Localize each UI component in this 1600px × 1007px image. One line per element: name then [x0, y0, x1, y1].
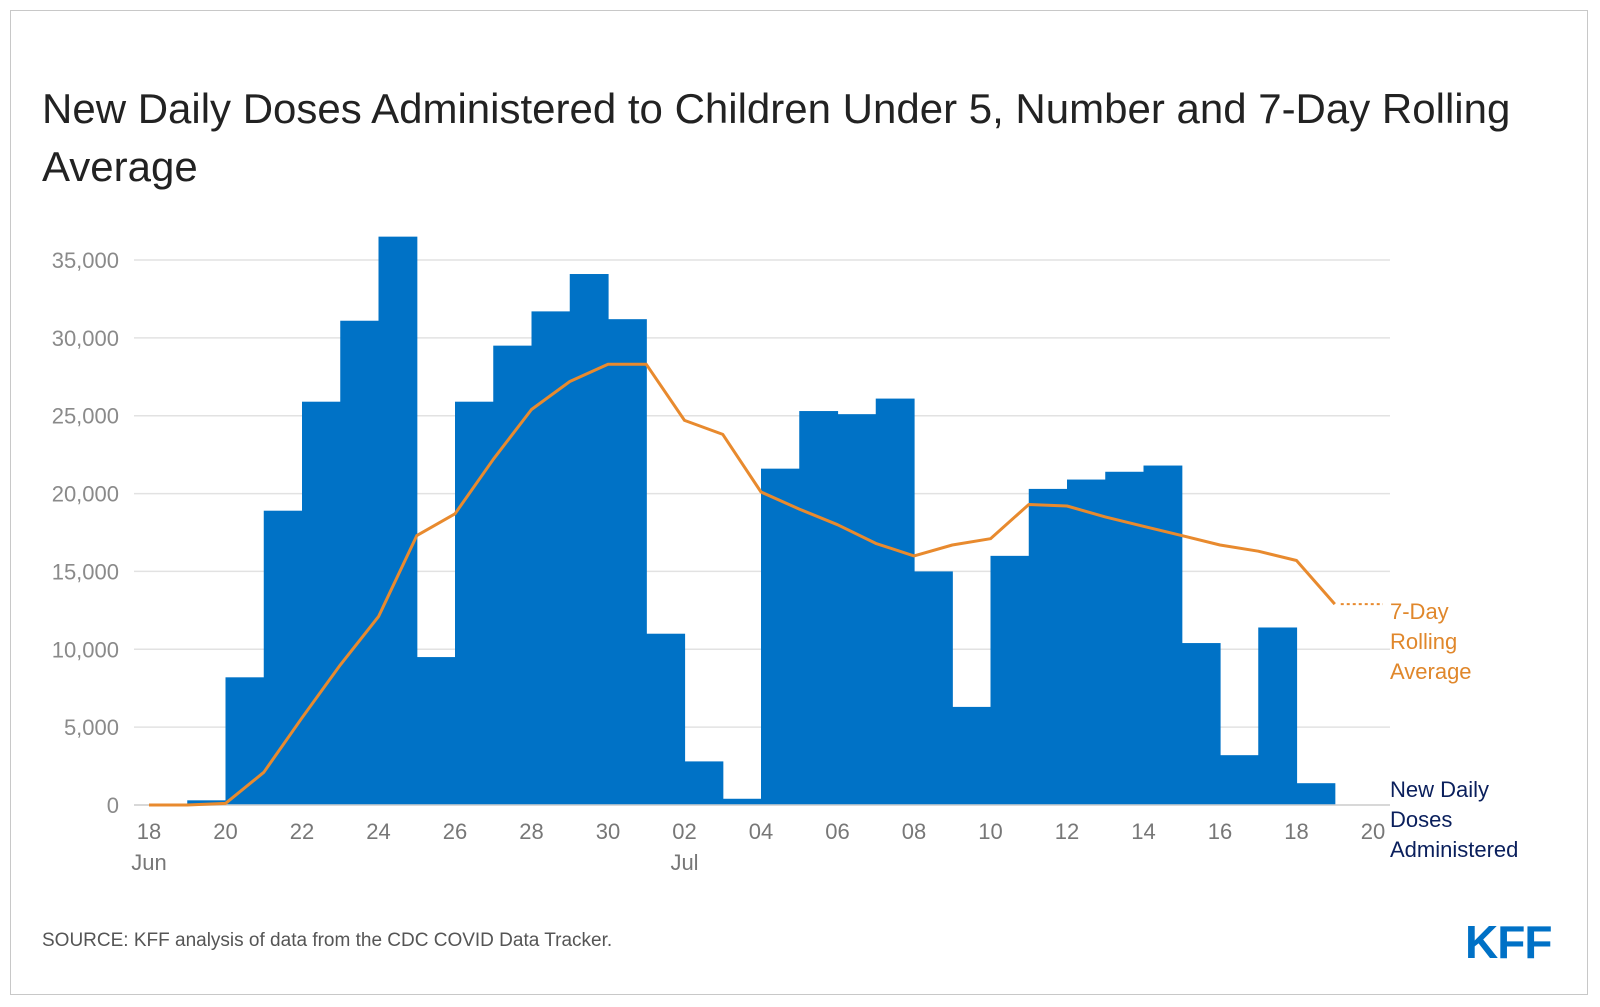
bar: [1105, 471, 1145, 805]
bar: [187, 800, 227, 805]
y-tick-label: 10,000: [52, 637, 119, 662]
bar: [1028, 488, 1068, 805]
legend-label-rolling-average: Rolling: [1390, 629, 1457, 654]
x-tick-sublabel: Jun: [131, 850, 166, 875]
bar: [378, 236, 418, 806]
bar: [875, 398, 915, 805]
y-tick-label: 30,000: [52, 326, 119, 351]
x-tick-label: 04: [749, 819, 773, 844]
bar: [569, 274, 609, 805]
x-tick-label: 06: [825, 819, 849, 844]
y-tick-label: 0: [107, 793, 119, 818]
bar: [646, 633, 686, 805]
x-tick-label: 02: [672, 819, 696, 844]
chart-title: New Daily Doses Administered to Children…: [42, 85, 1511, 190]
legend-label-rolling-average: 7-Day: [1390, 599, 1449, 624]
bar: [455, 401, 494, 805]
x-tick-label: 28: [519, 819, 543, 844]
x-tick-label: 20: [213, 819, 237, 844]
bar: [722, 798, 762, 805]
x-tick-label: 30: [596, 819, 620, 844]
bar: [990, 555, 1030, 805]
y-tick-label: 20,000: [52, 482, 119, 507]
bar: [302, 401, 341, 805]
x-tick-sublabel: Jul: [670, 850, 698, 875]
x-tick-label: 16: [1208, 819, 1232, 844]
x-tick-label: 14: [1131, 819, 1155, 844]
x-tick-label: 08: [902, 819, 926, 844]
source-note: SOURCE: KFF analysis of data from the CD…: [42, 930, 613, 951]
kff-logo: KFF: [1465, 916, 1552, 968]
x-tick-label: 20: [1361, 819, 1385, 844]
bar: [837, 414, 877, 805]
x-tick-label: 12: [1055, 819, 1079, 844]
rolling-average-line: [149, 362, 1336, 807]
bar: [1067, 479, 1106, 805]
bar: [952, 706, 992, 805]
bar: [263, 510, 303, 805]
bar: [1258, 627, 1298, 805]
legend-label-rolling-average: Average: [1390, 659, 1472, 684]
legend-label-daily-doses: Doses: [1390, 807, 1452, 832]
y-tick-label: 5,000: [64, 715, 119, 740]
y-tick-label: 25,000: [52, 404, 119, 429]
legend-label-daily-doses: New Daily: [1390, 777, 1489, 802]
bar: [608, 319, 647, 805]
bar: [1220, 755, 1259, 805]
x-tick-label: 18: [137, 819, 161, 844]
x-tick-label: 22: [290, 819, 314, 844]
bar: [225, 677, 265, 805]
bar: [1181, 643, 1221, 805]
x-tick-label: 10: [978, 819, 1002, 844]
bar: [1143, 465, 1183, 805]
bar: [493, 345, 533, 805]
x-tick-label: 24: [366, 819, 390, 844]
bar: [340, 320, 380, 805]
x-tick-label: 26: [443, 819, 467, 844]
bar: [914, 571, 953, 805]
bar: [684, 761, 724, 805]
bar: [799, 411, 839, 805]
legend-label-daily-doses: Administered: [1390, 837, 1518, 862]
bar: [761, 468, 800, 805]
x-tick-label: 18: [1284, 819, 1308, 844]
bar: [1296, 783, 1336, 805]
bar: [416, 657, 456, 805]
y-tick-label: 15,000: [52, 559, 119, 584]
y-tick-label: 35,000: [52, 248, 119, 273]
